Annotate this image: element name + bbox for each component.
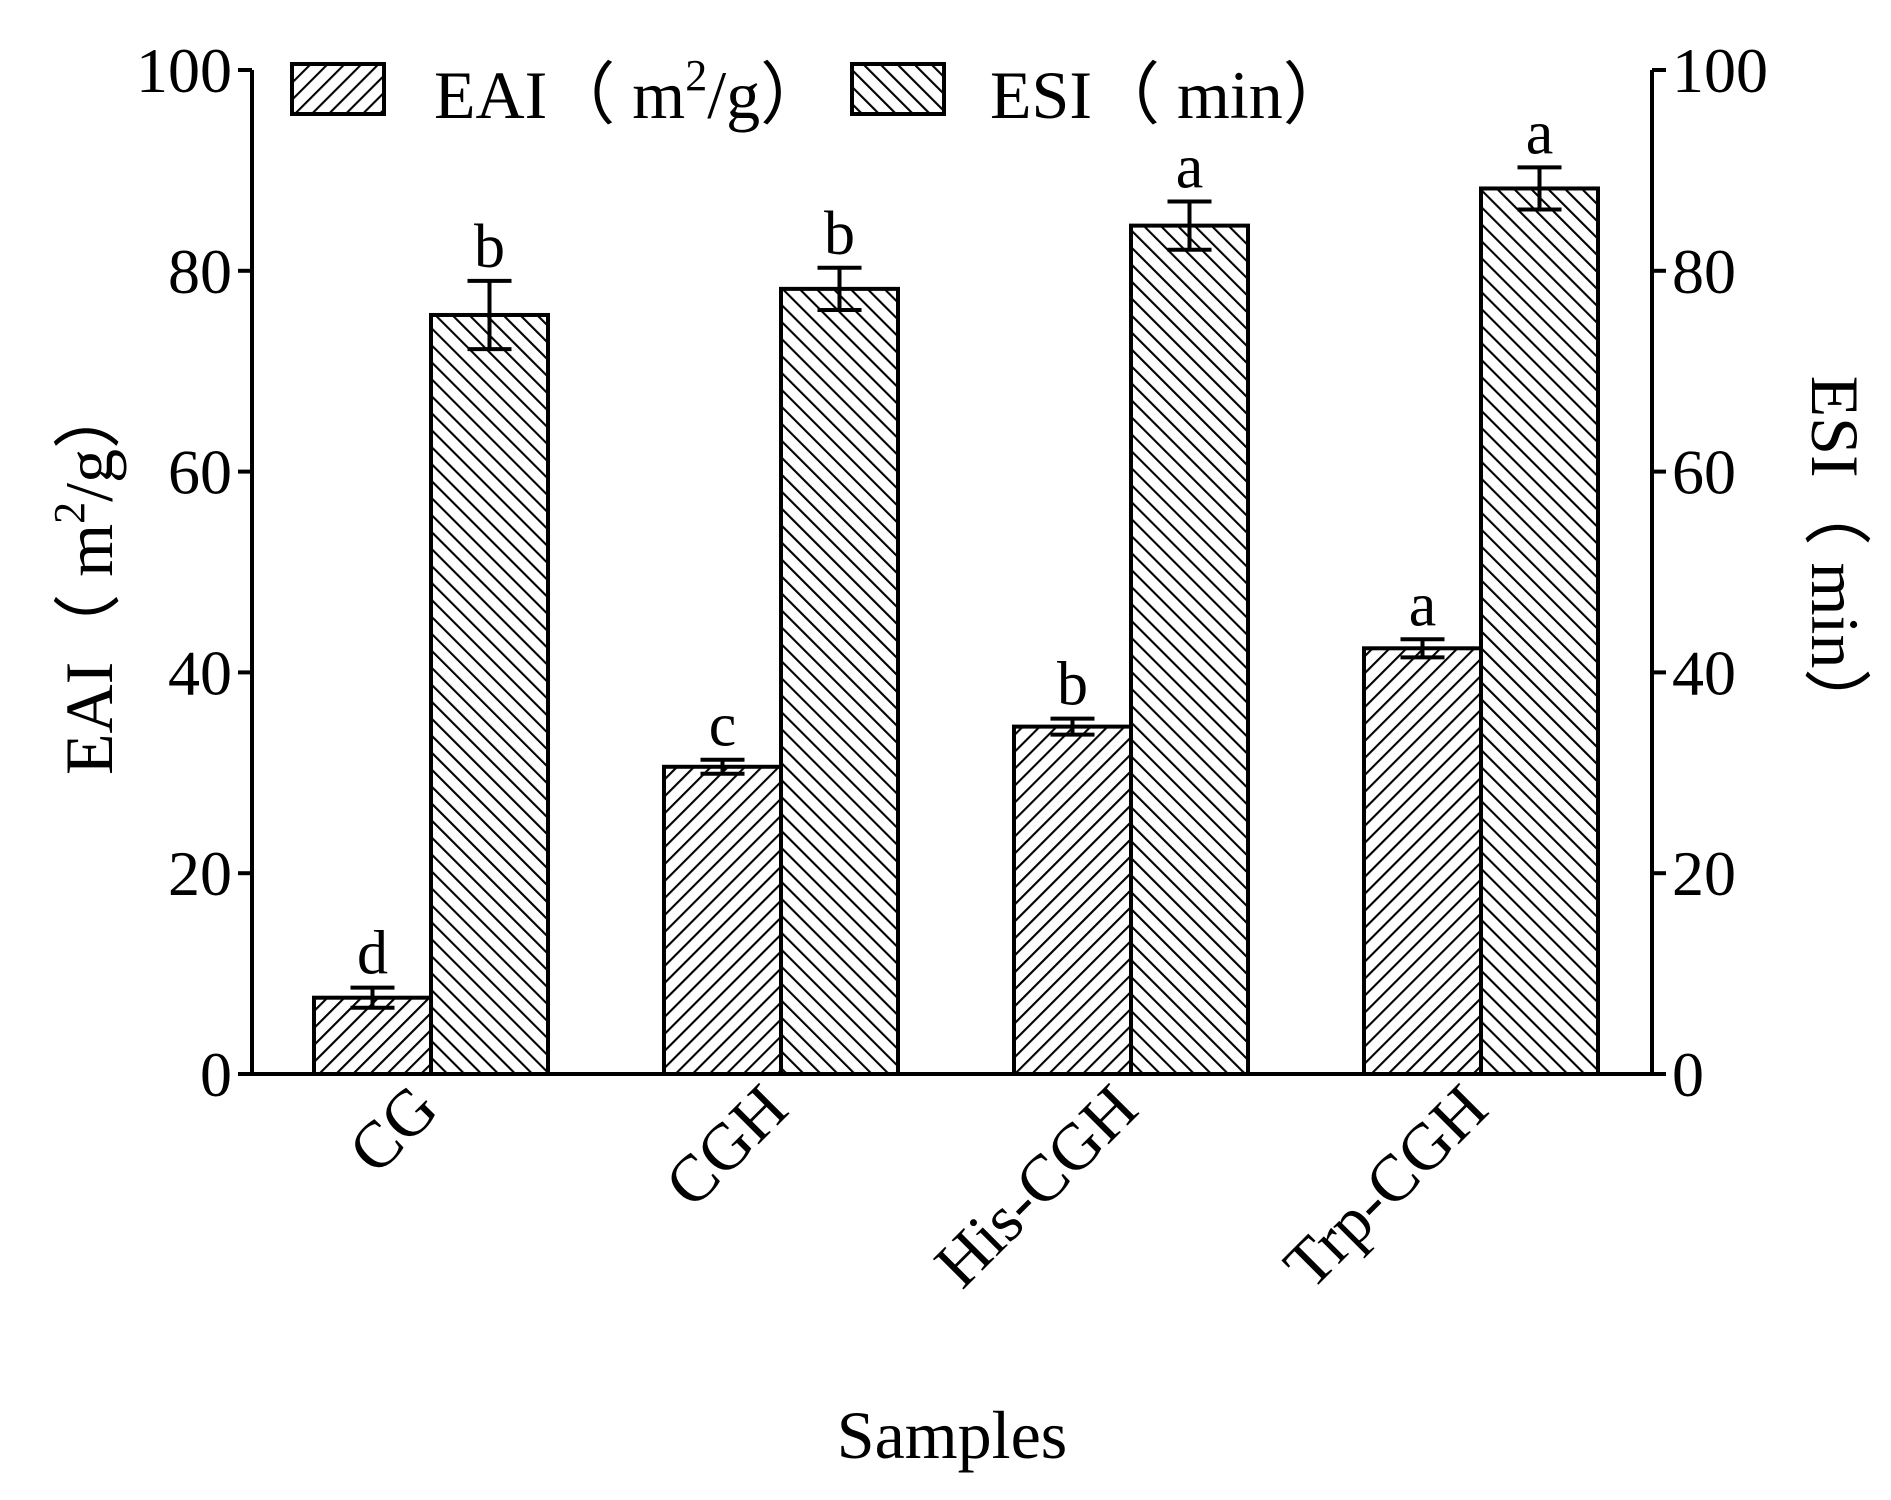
x-tick-label: CGH bbox=[651, 1071, 801, 1221]
bar-esi bbox=[779, 286, 900, 1076]
left-y-axis: 0 20 40 60 80 100 bbox=[136, 35, 252, 1110]
left-tick-label: 80 bbox=[168, 236, 232, 307]
right-tick-label: 80 bbox=[1672, 236, 1736, 307]
left-tick-label: 60 bbox=[168, 437, 232, 508]
right-tick-label: 40 bbox=[1672, 637, 1736, 708]
x-axis: CG CGH His-CGH Trp-CGH bbox=[335, 1071, 1501, 1302]
significance-letter: a bbox=[1176, 134, 1204, 202]
left-tick-label: 100 bbox=[136, 35, 232, 106]
left-tick-label: 0 bbox=[200, 1039, 232, 1110]
bar-eai bbox=[1362, 646, 1483, 1077]
significance-letter: a bbox=[1526, 99, 1554, 167]
significance-letter: b bbox=[474, 213, 505, 281]
significance-letter: a bbox=[1409, 571, 1437, 639]
right-tick-label: 60 bbox=[1672, 437, 1736, 508]
left-axis-title: EAI（ m2/g） bbox=[45, 381, 127, 775]
bar-esi bbox=[1129, 223, 1250, 1076]
legend-swatch-eai bbox=[290, 62, 386, 116]
x-axis-title: Samples bbox=[837, 1397, 1067, 1473]
significance-letter: d bbox=[357, 920, 388, 988]
bar-eai bbox=[1012, 724, 1133, 1077]
bars: d b c b b a a a bbox=[312, 99, 1600, 1077]
right-tick-label: 20 bbox=[1672, 838, 1736, 909]
right-tick-label: 100 bbox=[1672, 35, 1768, 106]
right-axis-title: ESI（ min） bbox=[1797, 376, 1873, 737]
significance-letter: c bbox=[709, 692, 737, 760]
significance-letter: b bbox=[824, 200, 855, 268]
bar-esi bbox=[429, 312, 550, 1076]
bar-eai bbox=[662, 764, 783, 1076]
significance-letter: b bbox=[1057, 651, 1088, 719]
legend-label-eai: EAI（ m2/g） bbox=[434, 51, 828, 133]
left-tick-label: 40 bbox=[168, 637, 232, 708]
legend: EAI（ m2/g） ESI（ min） bbox=[290, 51, 1351, 133]
x-tick-label: Trp-CGH bbox=[1270, 1071, 1501, 1302]
right-tick-label: 0 bbox=[1672, 1039, 1704, 1110]
x-tick-label: His-CGH bbox=[921, 1071, 1152, 1302]
bar-eai bbox=[312, 995, 433, 1076]
legend-label-esi: ESI（ min） bbox=[990, 57, 1351, 133]
right-y-axis: 0 20 40 60 80 100 bbox=[1652, 35, 1768, 1110]
legend-swatch-esi bbox=[850, 62, 946, 116]
x-tick-label: CG bbox=[335, 1071, 451, 1187]
left-tick-label: 20 bbox=[168, 838, 232, 909]
bar-esi bbox=[1479, 186, 1600, 1077]
